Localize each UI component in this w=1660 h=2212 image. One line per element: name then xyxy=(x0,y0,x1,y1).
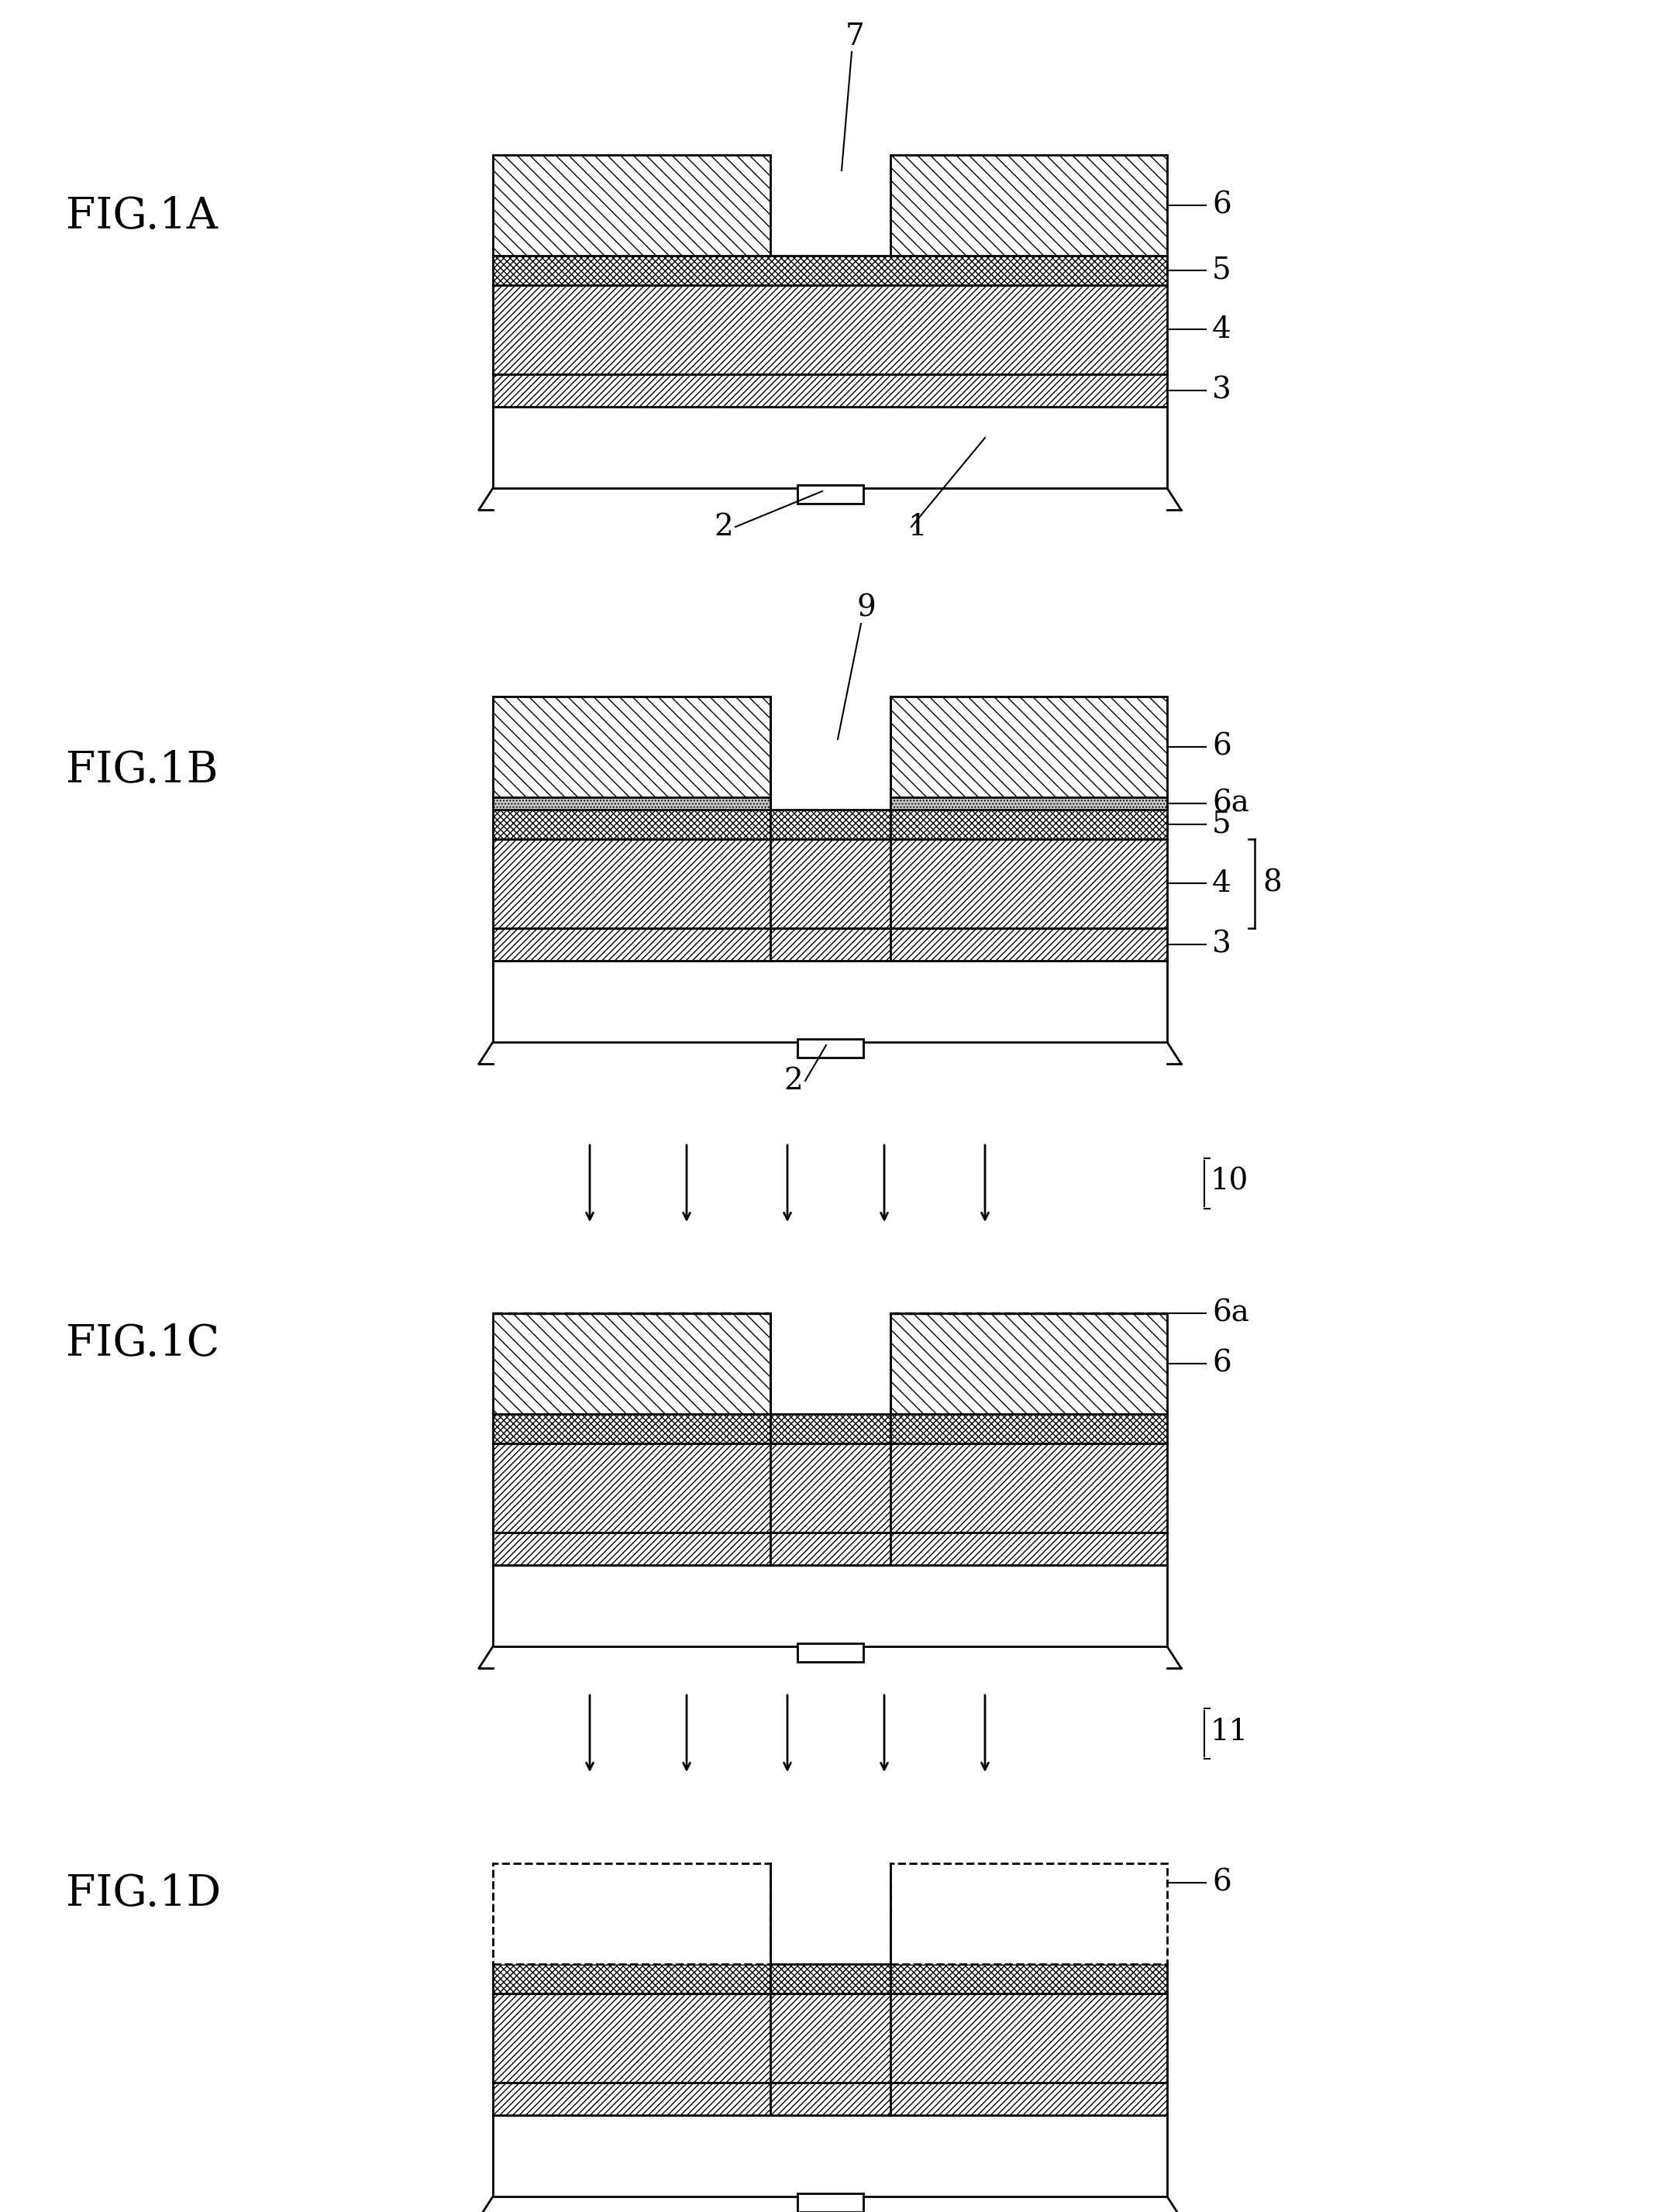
Text: 3: 3 xyxy=(1212,376,1232,405)
Text: 11: 11 xyxy=(1210,1717,1248,1745)
Text: 6a: 6a xyxy=(1212,790,1250,818)
Text: 4: 4 xyxy=(1212,314,1232,343)
Text: 6: 6 xyxy=(1212,1869,1232,1898)
Bar xyxy=(493,1444,1167,1533)
Bar xyxy=(493,1863,770,1964)
Text: 10: 10 xyxy=(1210,1168,1248,1197)
Bar xyxy=(890,1863,1167,1964)
Text: 9: 9 xyxy=(857,593,876,622)
Text: 6: 6 xyxy=(1212,1349,1232,1378)
Bar xyxy=(493,285,1167,374)
Bar xyxy=(493,1964,1167,1993)
Bar xyxy=(493,407,1167,489)
Bar xyxy=(493,810,1167,838)
Bar xyxy=(797,2194,863,2212)
Bar xyxy=(797,1040,863,1057)
Text: 3: 3 xyxy=(1212,929,1232,958)
Text: 7: 7 xyxy=(845,22,865,51)
Text: 6a: 6a xyxy=(1212,1298,1250,1327)
Bar xyxy=(797,1644,863,1661)
Text: FIG.1A: FIG.1A xyxy=(66,195,217,239)
Bar xyxy=(890,796,1167,810)
Text: FIG.1B: FIG.1B xyxy=(66,750,217,792)
Bar xyxy=(890,697,1167,796)
Bar xyxy=(493,929,1167,960)
Text: 6: 6 xyxy=(1212,190,1232,219)
Text: 2: 2 xyxy=(784,1066,803,1095)
Text: FIG.1C: FIG.1C xyxy=(66,1323,219,1365)
Bar xyxy=(493,1413,1167,1444)
Text: 1: 1 xyxy=(908,513,926,542)
Bar xyxy=(493,697,770,796)
Bar xyxy=(493,1566,1167,1646)
Bar xyxy=(493,1314,770,1413)
Text: 6: 6 xyxy=(1212,732,1232,761)
Text: 5: 5 xyxy=(1212,257,1232,285)
Bar xyxy=(493,838,1167,929)
Text: 4: 4 xyxy=(1212,869,1232,898)
Text: 2: 2 xyxy=(714,513,734,542)
Bar xyxy=(890,155,1167,257)
Text: 5: 5 xyxy=(1212,810,1232,838)
Bar xyxy=(493,374,1167,407)
Bar xyxy=(493,960,1167,1042)
Bar xyxy=(493,257,1167,285)
Bar xyxy=(797,484,863,504)
Bar xyxy=(493,1993,1167,2084)
Bar xyxy=(493,796,770,810)
Bar xyxy=(493,1533,1167,1566)
Bar xyxy=(493,2115,1167,2197)
Text: FIG.1D: FIG.1D xyxy=(66,1874,221,1916)
Text: 8: 8 xyxy=(1263,869,1282,898)
Bar xyxy=(890,1314,1167,1413)
Bar xyxy=(493,2084,1167,2115)
Bar xyxy=(493,155,770,257)
